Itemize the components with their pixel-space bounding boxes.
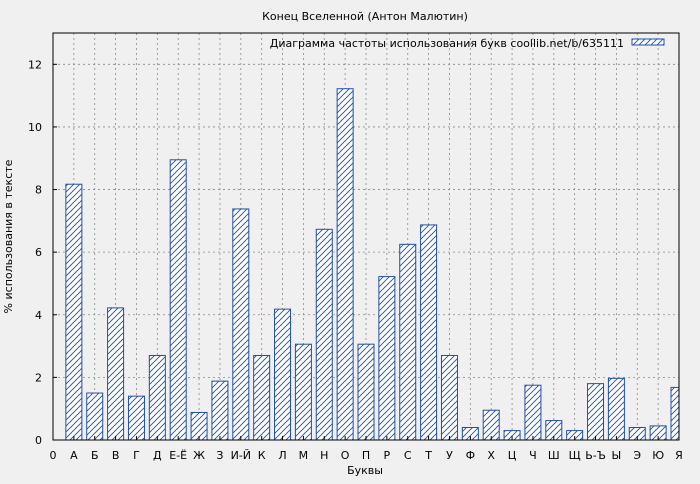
- x-tick-label: М: [299, 449, 309, 462]
- bar: [294, 343, 312, 441]
- bar: [107, 307, 125, 441]
- bar: [440, 354, 458, 441]
- x-tick-label: Ж: [193, 449, 205, 462]
- legend-swatch: [631, 38, 665, 46]
- bar: [399, 243, 417, 441]
- x-tick-label: К: [258, 449, 266, 462]
- bar: [670, 386, 680, 441]
- bar: [127, 395, 145, 441]
- bar: [378, 276, 396, 441]
- bar: [274, 308, 292, 441]
- x-tick-label: С: [404, 449, 412, 462]
- x-tick-label: Ц: [508, 449, 517, 462]
- x-tick-label: У: [446, 449, 453, 462]
- x-tick-label: Ч: [529, 449, 537, 462]
- x-tick-label: Щ: [569, 449, 581, 462]
- y-tick-label: 4: [35, 309, 42, 322]
- y-tick-label: 6: [35, 246, 42, 259]
- bar: [253, 354, 271, 441]
- bar: [65, 183, 83, 441]
- bar: [357, 343, 375, 441]
- x-tick-label: Э: [633, 449, 641, 462]
- y-tick-label: 2: [35, 371, 42, 384]
- x-tick-label: Ю: [652, 449, 664, 462]
- x-tick-label: Ш: [548, 449, 560, 462]
- bar: [86, 392, 104, 441]
- x-tick-label: И-Й: [231, 449, 251, 462]
- y-axis-title: % использования в тексте: [2, 159, 15, 313]
- bar: [232, 208, 250, 441]
- x-tick-label: В: [112, 449, 120, 462]
- bar: [190, 411, 208, 441]
- x-tick-label: Ь-Ъ: [585, 449, 606, 462]
- x-tick-label: Б: [91, 449, 99, 462]
- x-tick-label: Т: [424, 449, 432, 462]
- bar: [482, 409, 500, 441]
- legend: Диаграмма частоты использования букв coo…: [270, 37, 665, 50]
- y-tick-label: 0: [35, 434, 42, 447]
- x-tick-label: Д: [153, 449, 162, 462]
- legend-label: Диаграмма частоты использования букв coo…: [270, 37, 624, 50]
- x-tick-label: Р: [384, 449, 391, 462]
- x-tick-label: Ф: [466, 449, 475, 462]
- bar: [420, 224, 438, 441]
- bar: [169, 159, 187, 441]
- x-tick-label: Н: [320, 449, 328, 462]
- x-tick-label: Ы: [612, 449, 622, 462]
- bar: [211, 380, 229, 441]
- bar: [587, 383, 605, 441]
- bar: [148, 354, 166, 441]
- x-tick-label: Х: [487, 449, 495, 462]
- x-tick-label: 0: [50, 449, 57, 462]
- x-tick-label: Е-Ё: [169, 449, 187, 462]
- x-tick-label: А: [70, 449, 78, 462]
- x-axis-title: Буквы: [347, 464, 383, 477]
- bars: [65, 88, 680, 441]
- y-tick-label: 10: [28, 121, 42, 134]
- grid: [53, 33, 679, 440]
- bar: [336, 88, 354, 441]
- x-tick-label: П: [362, 449, 370, 462]
- bar: [524, 384, 542, 441]
- chart-title: Конец Вселенной (Антон Малютин): [262, 10, 468, 23]
- x-tick-label: З: [216, 449, 223, 462]
- x-tick-label: Я: [675, 449, 683, 462]
- x-tick-label: Л: [278, 449, 286, 462]
- y-tick-label: 12: [28, 58, 42, 71]
- x-tick-label: О: [341, 449, 350, 462]
- bar: [315, 228, 333, 441]
- x-tick-label: Г: [133, 449, 140, 462]
- y-tick-label: 8: [35, 184, 42, 197]
- bar: [607, 377, 625, 441]
